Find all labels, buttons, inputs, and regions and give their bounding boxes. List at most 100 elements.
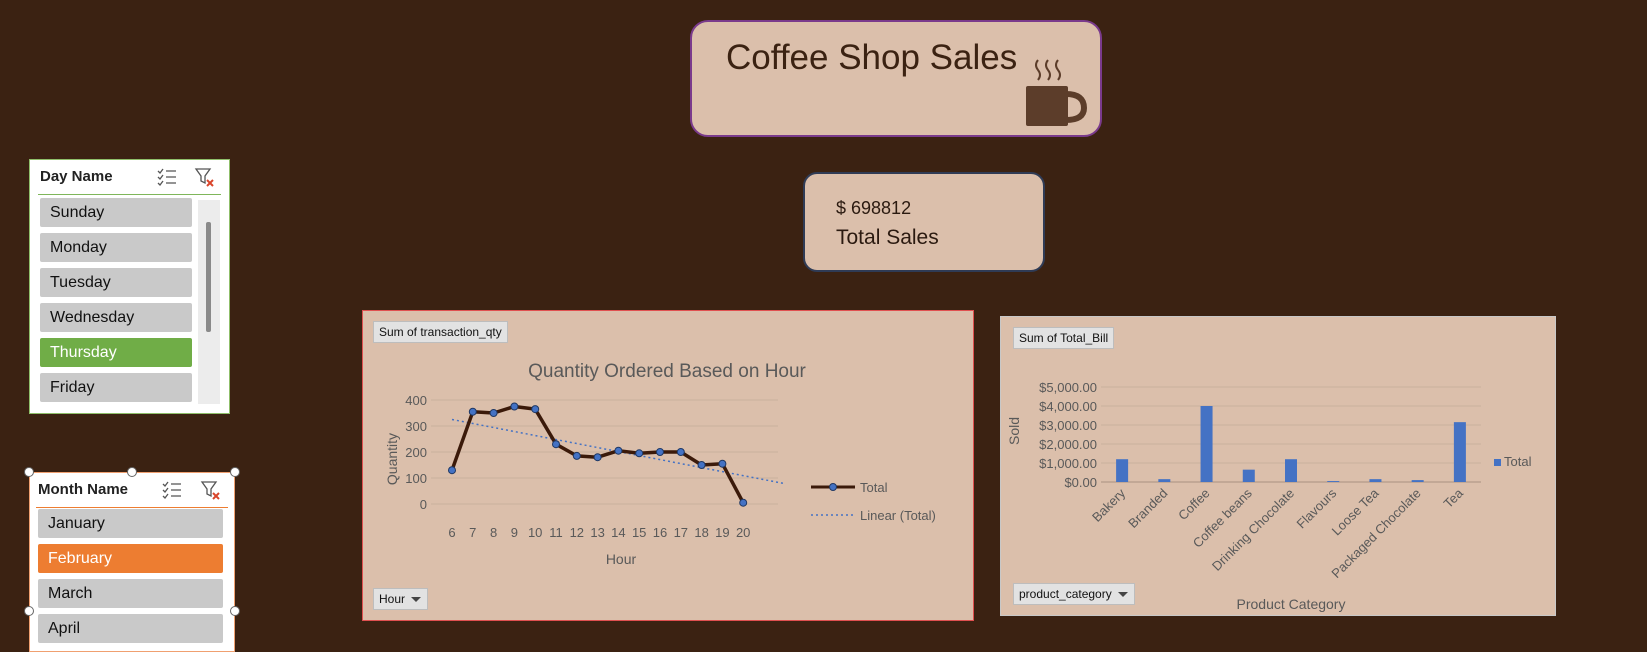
bar (1453, 422, 1466, 482)
total-sales-card: $ 698812 Total Sales (803, 172, 1045, 272)
x-tick-label: 20 (736, 525, 750, 540)
slicer-item-tuesday[interactable]: Tuesday (40, 268, 192, 297)
day-name-slicer[interactable]: Day Name Sunday Monday Tuesday Wednesday… (29, 159, 230, 414)
data-point (510, 402, 519, 411)
slicer-item-friday[interactable]: Friday (40, 373, 192, 402)
slicer-item-february[interactable]: February (38, 544, 223, 573)
legend-label-total: Total (860, 480, 888, 495)
x-tick-label: 19 (715, 525, 729, 540)
data-point (739, 498, 748, 507)
slicer-title: Month Name (38, 481, 128, 498)
bar (1242, 469, 1255, 482)
slicer-item-march[interactable]: March (38, 579, 223, 608)
multi-select-icon[interactable] (161, 479, 183, 501)
slicer-scrollbar-thumb[interactable] (206, 222, 211, 332)
trendline (451, 418, 786, 485)
slicer-item-sunday[interactable]: Sunday (40, 198, 192, 227)
legend-label-trend: Linear (Total) (860, 508, 936, 523)
x-tick-label: Drinking Chocolate (1209, 486, 1297, 574)
x-tick-label: 17 (674, 525, 688, 540)
data-point (697, 461, 706, 469)
y-tick-label: $2,000.00 (1039, 437, 1097, 452)
product-category-field-dropdown[interactable]: product_category (1013, 583, 1135, 605)
resize-handle[interactable] (127, 467, 137, 477)
x-tick-label: Coffee (1175, 486, 1213, 524)
slicer-item-april[interactable]: April (38, 614, 223, 643)
quantity-by-hour-chart[interactable]: Sum of transaction_qty Hour Quantity Ord… (362, 310, 974, 621)
clear-filter-icon[interactable] (194, 166, 216, 188)
y-axis-label: Sold (1006, 417, 1022, 445)
value-field-button[interactable]: Sum of Total_Bill (1013, 327, 1115, 349)
multi-select-icon[interactable] (156, 166, 178, 188)
chevron-down-icon (1117, 592, 1128, 597)
data-point (635, 449, 644, 458)
y-tick-label: 400 (405, 393, 427, 408)
slicer-item-january[interactable]: January (38, 509, 223, 538)
data-point (448, 466, 456, 475)
x-tick-label: 10 (528, 525, 542, 540)
y-tick-label: $4,000.00 (1039, 399, 1097, 414)
sales-by-category-chart[interactable]: Sum of Total_Bill product_category Sold … (1000, 316, 1556, 616)
x-tick-label: 8 (490, 525, 497, 540)
slicer-item-thursday[interactable]: Thursday (40, 338, 192, 367)
y-tick-label: $1,000.00 (1039, 456, 1097, 471)
x-tick-label: 6 (448, 525, 455, 540)
data-point (489, 409, 498, 417)
x-tick-label: 12 (570, 525, 584, 540)
resize-handle[interactable] (24, 467, 34, 477)
x-tick-label: 9 (511, 525, 518, 540)
data-point (676, 448, 685, 456)
slicer-header: Month Name (36, 473, 228, 508)
x-tick-label: Bakery (1089, 485, 1129, 525)
y-tick-label: $3,000.00 (1039, 418, 1097, 433)
x-tick-label: Branded (1125, 486, 1170, 531)
slicer-item-wednesday[interactable]: Wednesday (40, 303, 192, 332)
data-point (468, 407, 477, 416)
x-tick-label: 15 (632, 525, 646, 540)
slicer-item-monday[interactable]: Monday (40, 233, 192, 262)
y-tick-label: $0.00 (1064, 475, 1097, 490)
y-tick-label: $5,000.00 (1039, 380, 1097, 395)
clear-filter-icon[interactable] (200, 479, 222, 501)
data-point (718, 459, 727, 468)
bar (1158, 479, 1171, 482)
x-tick-label: 7 (469, 525, 476, 540)
title-card: Coffee Shop Sales (690, 20, 1102, 137)
dashboard-title: Coffee Shop Sales (726, 38, 1018, 77)
bar-chart-svg: Sold Product Category $0.00 $1,000.00 $2,0… (1006, 380, 1532, 612)
x-axis-label: Product Category (1237, 596, 1346, 612)
y-tick-label: 0 (420, 497, 427, 512)
total-sales-value: $ 698812 (836, 198, 912, 218)
month-name-slicer[interactable]: Month Name January February March April (29, 472, 235, 652)
hour-field-dropdown[interactable]: Hour (373, 588, 429, 610)
y-tick-label: 100 (405, 471, 427, 486)
x-axis-label: Hour (606, 551, 637, 567)
slicer-title: Day Name (40, 168, 113, 185)
x-tick-label: 11 (549, 525, 563, 540)
x-tick-label: 14 (611, 525, 625, 540)
x-tick-label: 13 (590, 525, 604, 540)
chevron-down-icon (411, 597, 422, 602)
x-tick-label: 16 (653, 525, 667, 540)
data-point (531, 405, 540, 414)
data-point (614, 446, 623, 455)
value-field-button[interactable]: Sum of transaction_qty (373, 321, 508, 343)
data-point (572, 451, 581, 460)
legend-marker-total (829, 483, 837, 491)
resize-handle[interactable] (230, 606, 240, 616)
y-tick-label: 200 (405, 445, 427, 460)
data-point (593, 453, 602, 462)
x-tick-label: 18 (694, 525, 708, 540)
resize-handle[interactable] (230, 467, 240, 477)
chart-title: Quantity Ordered Based on Hour (528, 361, 806, 382)
line-chart-svg: Quantity Ordered Based on Hour Quantity … (384, 361, 936, 567)
resize-handle[interactable] (24, 606, 34, 616)
legend-swatch-total (1494, 459, 1501, 466)
bar (1200, 406, 1213, 482)
total-sales-label: Total Sales (836, 226, 939, 249)
bar (1285, 459, 1297, 482)
legend-label-total: Total (1504, 454, 1532, 469)
x-tick-label: Tea (1441, 485, 1467, 511)
bar (1327, 481, 1340, 482)
bar (1369, 479, 1382, 482)
